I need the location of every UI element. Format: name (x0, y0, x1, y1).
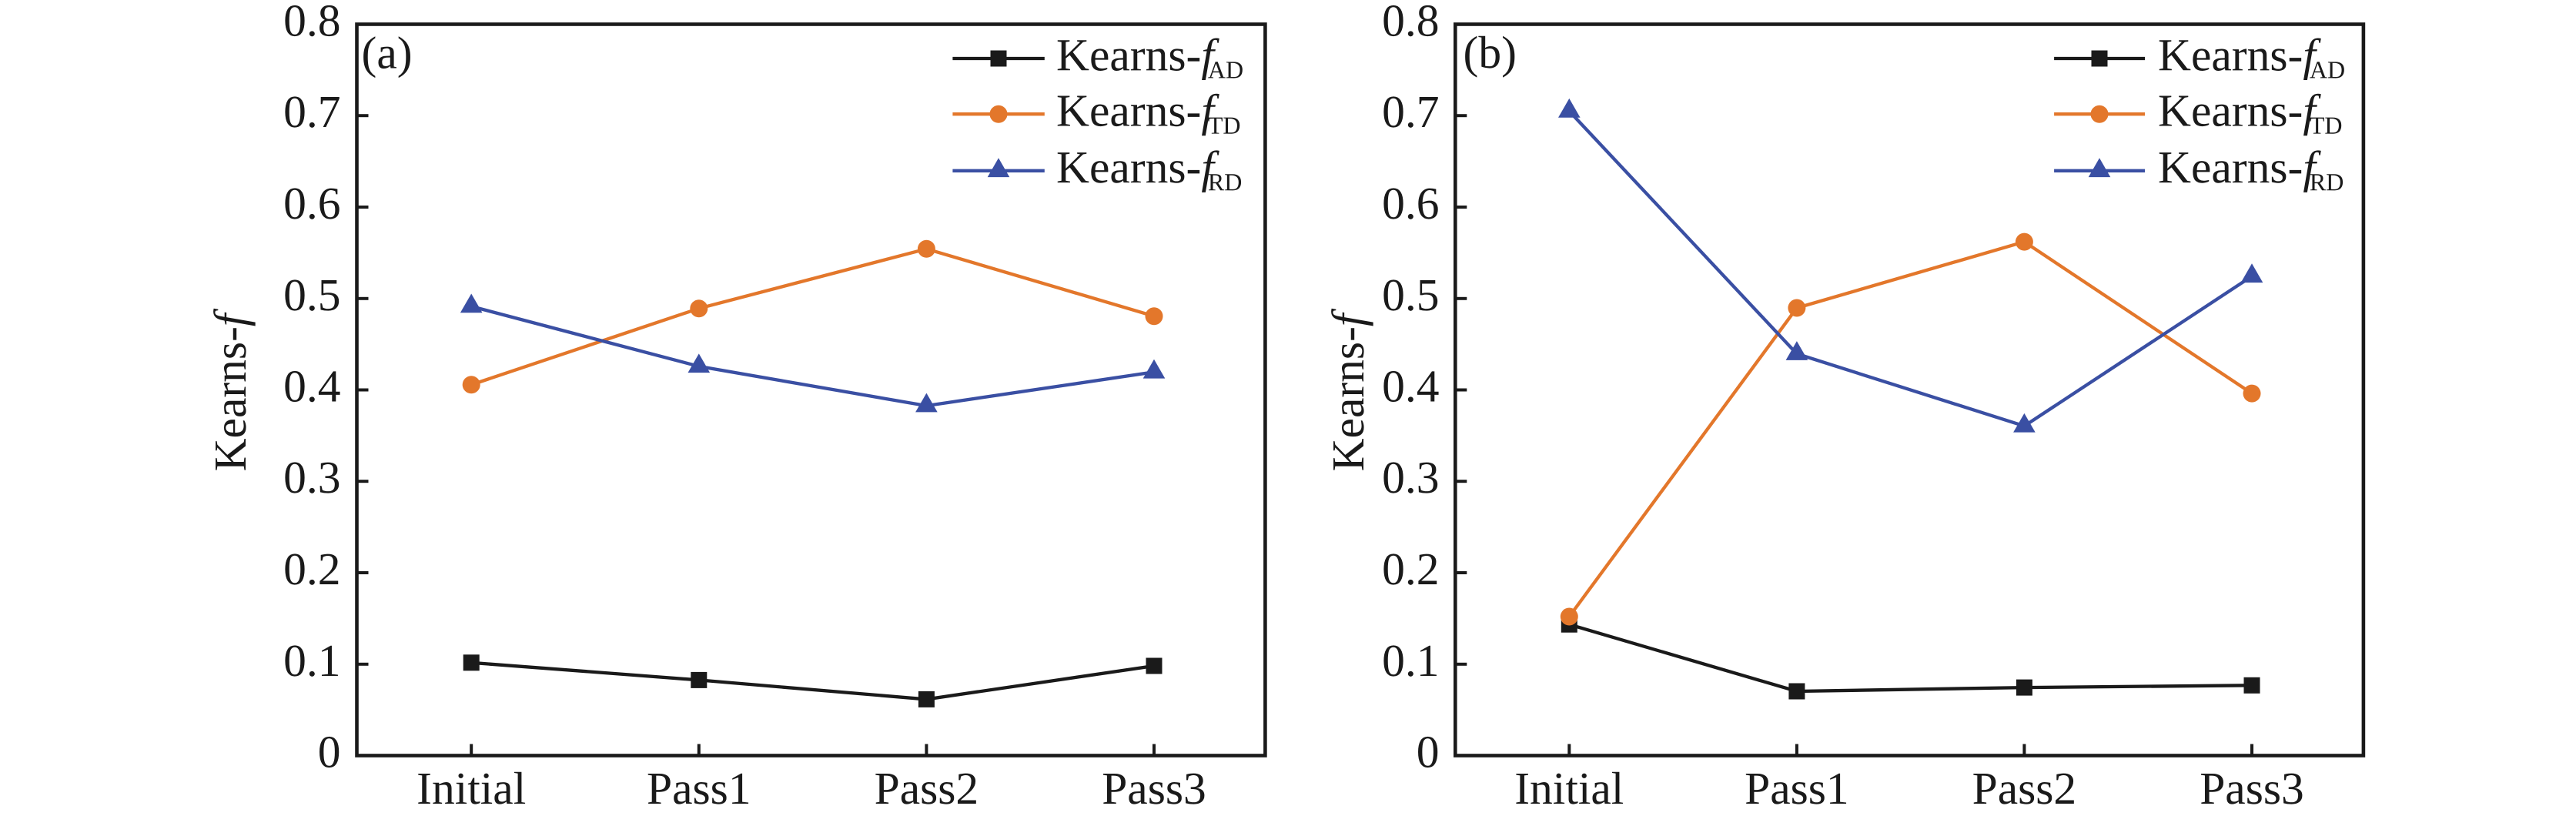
svg-text:(a): (a) (362, 28, 413, 79)
svg-text:0.7: 0.7 (1382, 86, 1439, 137)
svg-text:0.4: 0.4 (283, 361, 340, 412)
svg-text:Pass1: Pass1 (1745, 763, 1849, 814)
svg-text:0.7: 0.7 (283, 86, 340, 137)
svg-text:Kearns-f: Kearns-f (1323, 308, 1373, 471)
svg-text:Initial: Initial (417, 763, 526, 814)
svg-text:0.1: 0.1 (1382, 635, 1439, 686)
svg-text:Kearns-fAD: Kearns-fAD (2158, 29, 2345, 83)
svg-text:Initial: Initial (1514, 763, 1624, 814)
svg-text:0.6: 0.6 (283, 178, 340, 229)
svg-text:Pass3: Pass3 (1102, 763, 1206, 814)
svg-text:Kearns-fTD: Kearns-fTD (2158, 85, 2343, 139)
svg-text:0.3: 0.3 (283, 452, 340, 503)
svg-text:0.4: 0.4 (1382, 361, 1439, 412)
svg-text:0.5: 0.5 (1382, 269, 1439, 320)
svg-text:0.8: 0.8 (1382, 0, 1439, 46)
svg-text:0: 0 (1417, 727, 1440, 778)
svg-text:0.2: 0.2 (1382, 543, 1439, 594)
svg-text:0.6: 0.6 (1382, 178, 1439, 229)
svg-text:0.3: 0.3 (1382, 452, 1439, 503)
svg-text:0: 0 (318, 727, 341, 778)
svg-text:Pass2: Pass2 (1972, 763, 2077, 814)
svg-text:0.2: 0.2 (283, 543, 340, 594)
svg-text:Pass2: Pass2 (875, 763, 979, 814)
svg-text:Kearns-fRD: Kearns-fRD (2158, 142, 2343, 196)
svg-text:Pass1: Pass1 (647, 763, 751, 814)
svg-text:Pass3: Pass3 (2200, 763, 2304, 814)
svg-text:(b): (b) (1464, 27, 1517, 78)
svg-text:Kearns-f: Kearns-f (205, 308, 256, 471)
svg-text:0.8: 0.8 (283, 0, 340, 46)
svg-text:Kearns-fAD: Kearns-fAD (1056, 29, 1243, 83)
svg-text:0.1: 0.1 (283, 635, 340, 686)
svg-text:0.5: 0.5 (283, 269, 340, 320)
svg-text:Kearns-fTD: Kearns-fTD (1056, 85, 1241, 139)
